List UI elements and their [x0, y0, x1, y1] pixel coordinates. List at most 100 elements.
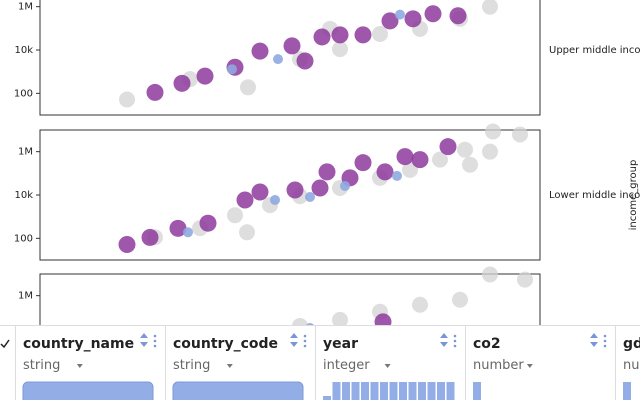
point — [392, 170, 402, 181]
point — [173, 74, 191, 92]
column-name: country_name — [23, 336, 135, 352]
point — [517, 271, 533, 288]
point — [482, 0, 498, 15]
point — [311, 179, 329, 197]
point — [251, 42, 269, 60]
point — [512, 126, 528, 143]
menu-dot — [603, 344, 607, 348]
point — [354, 154, 372, 172]
point — [240, 79, 256, 96]
column-type: number — [473, 358, 524, 373]
menu-dot — [303, 334, 307, 338]
point — [251, 183, 269, 201]
type-dropdown — [526, 364, 533, 368]
summary-bar — [370, 382, 379, 400]
point — [439, 138, 457, 156]
point — [485, 123, 501, 140]
point — [376, 163, 394, 181]
point — [239, 224, 255, 241]
data-table-header: country_name string country_code string year… — [0, 325, 640, 400]
summary-bar — [389, 382, 398, 400]
point — [227, 207, 243, 224]
point — [270, 194, 280, 205]
point — [283, 37, 301, 55]
point — [482, 266, 498, 283]
point — [227, 64, 237, 75]
sort-icon — [440, 333, 448, 347]
point — [313, 28, 331, 46]
type-dropdown — [384, 364, 391, 368]
menu-dot — [453, 344, 457, 348]
point — [449, 7, 467, 25]
point — [236, 191, 254, 209]
point — [183, 227, 193, 238]
column-header[interactable]: co2 number — [465, 326, 615, 400]
column-summary — [172, 381, 304, 400]
point — [273, 54, 283, 65]
summary-bar — [380, 382, 388, 400]
summary-bar — [342, 382, 350, 400]
facet-label: Lower middle income — [549, 190, 640, 201]
point — [119, 91, 135, 108]
y-tick-label: 10k — [14, 45, 33, 56]
point — [424, 5, 442, 23]
column-type: string — [23, 358, 61, 373]
check-icon — [0, 339, 10, 349]
column-header[interactable]: year integer — [315, 326, 465, 400]
facet-panel: 100 10k 1M — [14, 123, 541, 261]
point — [462, 156, 478, 173]
summary-bar — [323, 396, 331, 400]
column-header[interactable]: gdp number — [615, 326, 640, 400]
column-name: co2 — [473, 336, 501, 352]
column-type: string — [173, 358, 211, 373]
summary-bar — [623, 382, 631, 400]
summary-bar — [408, 382, 417, 400]
summary-bar — [361, 382, 369, 400]
type-dropdown — [76, 364, 83, 368]
point — [169, 219, 187, 237]
point — [332, 41, 348, 58]
point — [396, 148, 414, 166]
summary-bar — [437, 382, 445, 400]
menu-dot — [603, 339, 607, 343]
point — [305, 191, 315, 202]
menu-dot — [303, 344, 307, 348]
y-tick-label: 10k — [14, 190, 33, 201]
point — [118, 235, 136, 253]
summary-bar — [22, 381, 154, 400]
summary-bar — [418, 382, 426, 400]
summary-bar — [351, 382, 360, 400]
select-check[interactable] — [0, 326, 15, 400]
column-name: country_code — [173, 336, 279, 352]
y-tick-label: 1M — [18, 291, 33, 302]
point — [199, 214, 217, 232]
menu-dot — [603, 334, 607, 338]
menu-dot — [453, 334, 457, 338]
point — [432, 151, 448, 168]
point — [457, 141, 473, 158]
sort-icon — [590, 333, 598, 347]
point — [196, 67, 214, 85]
point — [146, 83, 164, 101]
column-type: number — [623, 358, 640, 373]
summary-bar — [399, 382, 407, 400]
point — [395, 9, 405, 20]
summary-bar — [427, 382, 436, 400]
point — [286, 181, 304, 199]
summary-bar — [473, 382, 481, 400]
point — [141, 228, 159, 246]
point — [412, 296, 428, 313]
point — [296, 52, 314, 70]
point — [381, 12, 399, 30]
menu-dot — [153, 334, 157, 338]
column-summary — [323, 382, 455, 400]
summary-bar — [172, 381, 304, 400]
summary-bar — [332, 382, 341, 400]
y-tick-label: 1M — [18, 2, 33, 13]
menu-dot — [153, 344, 157, 348]
point — [331, 26, 349, 44]
sort-icon — [290, 333, 298, 347]
